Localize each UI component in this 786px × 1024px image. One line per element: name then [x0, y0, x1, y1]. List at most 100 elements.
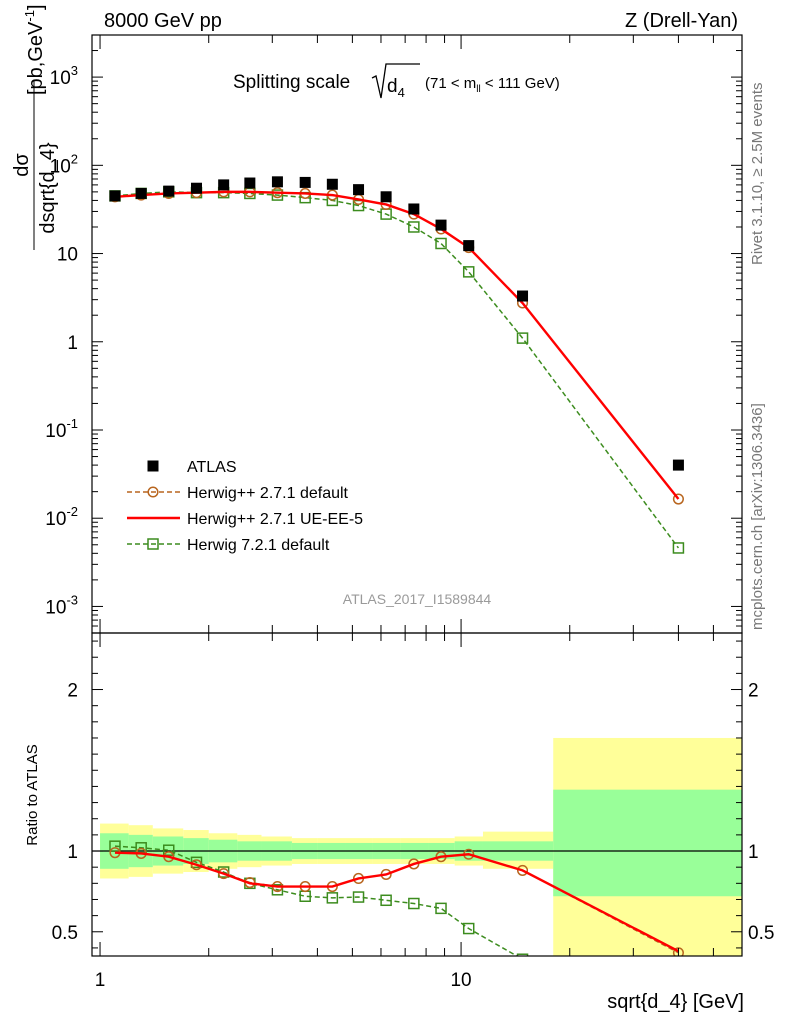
- ylabel-unit: [pb,GeV-1]: [22, 4, 47, 95]
- data-point: [244, 177, 256, 189]
- ratio-y-tick-label: 2: [748, 681, 759, 702]
- x-tick-label: 1: [95, 970, 106, 991]
- ratio-panel-series: [109, 840, 684, 956]
- data-point: [408, 203, 420, 215]
- series-line: [114, 190, 680, 500]
- chart-title-range-sub: ll: [476, 84, 480, 95]
- data-point: [163, 844, 175, 856]
- data-point: [326, 892, 339, 904]
- data-point: [218, 868, 230, 880]
- data-point: [147, 538, 159, 550]
- data-point: [463, 240, 475, 252]
- data-point: [135, 187, 147, 199]
- data-point: [672, 493, 684, 505]
- ratio-y-tick-label: 1: [748, 842, 759, 863]
- data-point: [147, 486, 159, 498]
- y-tick-label: 102: [50, 151, 78, 177]
- series-herwig721: [109, 840, 529, 956]
- data-point: [516, 864, 529, 876]
- data-point: [190, 859, 203, 871]
- ylabel-unit-end: ]: [25, 4, 47, 10]
- ylabel-denominator: dsqrt{d_4}: [37, 142, 59, 234]
- chart-title-range: (71 < mll < 111 GeV): [425, 75, 560, 95]
- ylabel-numerator: dσ: [11, 153, 33, 177]
- data-point: [271, 189, 284, 201]
- ylabel-unit-sup: -1: [22, 10, 37, 22]
- legend-item: Herwig++ 2.7.1 default: [127, 485, 349, 502]
- data-point: [352, 891, 365, 903]
- x-tick-label: 10: [450, 970, 471, 991]
- y-tick-label: 10: [57, 245, 78, 266]
- data-point: [408, 897, 420, 910]
- rivet-label: Rivet 3.1.10, ≥ 2.5M events: [749, 83, 766, 266]
- x-axis-label: sqrt{d_4} [GeV]: [607, 991, 744, 1013]
- data-point: [672, 459, 684, 471]
- data-point: [672, 947, 684, 956]
- legend-label: Herwig++ 2.7.1 UE-EE-5: [187, 511, 363, 528]
- data-point: [380, 894, 392, 907]
- y-tick-label: 1: [67, 333, 78, 354]
- data-point: [408, 858, 420, 870]
- series-atlas: [109, 176, 684, 471]
- legend-item: ATLAS: [147, 459, 237, 476]
- chart-title-symbol: d4: [387, 76, 405, 100]
- data-point: [163, 185, 175, 197]
- data-point: [218, 179, 230, 191]
- legend-item: Herwig++ 2.7.1 UE-EE-5: [127, 511, 363, 528]
- data-point: [672, 542, 685, 554]
- main-y-label: dσ dsqrt{d_4} [pb,GeV-1]: [11, 4, 59, 250]
- y-tick-label: 10-3: [45, 592, 78, 618]
- series-ueee5: [114, 190, 680, 500]
- y-tick-label: 103: [50, 63, 78, 89]
- legend-label: Herwig 7.2.1 default: [187, 537, 330, 554]
- data-point: [147, 460, 159, 472]
- chart-title-symbol-sub: 4: [398, 85, 405, 100]
- sqrt-symbol: [371, 63, 420, 99]
- legend: ATLAS Herwig++ 2.7.1 default Herwig++ 2.7.…: [127, 459, 363, 554]
- data-point: [299, 176, 311, 188]
- analysis-id-label: ATLAS_2017_I1589844: [343, 591, 492, 607]
- legend-label: ATLAS: [187, 459, 237, 476]
- series-default271: [109, 186, 684, 505]
- data-point: [462, 266, 475, 278]
- data-point: [408, 221, 420, 233]
- data-point: [109, 840, 121, 852]
- data-point: [516, 332, 529, 344]
- data-point: [353, 184, 365, 196]
- data-point: [517, 290, 529, 302]
- data-point: [462, 922, 475, 935]
- ratio-y-axis: 0.5 0.5 1 1 2 2: [52, 640, 774, 949]
- ratio-y-tick-label: 0.5: [748, 923, 774, 944]
- data-point: [326, 178, 338, 190]
- series-line: [114, 191, 680, 500]
- y-tick-label: 10-2: [45, 504, 78, 530]
- data-point: [109, 190, 121, 202]
- legend-label: Herwig++ 2.7.1 default: [187, 485, 349, 502]
- main-panel-series: [109, 176, 685, 554]
- data-point: [380, 191, 392, 203]
- chart-title-main: Splitting scale: [233, 72, 350, 93]
- header-right-label: Z (Drell-Yan): [625, 10, 738, 32]
- ratio-y-tick-label: 1: [67, 842, 78, 863]
- data-point: [516, 953, 529, 956]
- ratio-x-axis: 1 10: [95, 633, 743, 991]
- main-x-axis-ticks: [99, 35, 743, 633]
- header-left-label: 8000 GeV pp: [104, 10, 222, 32]
- data-point: [435, 902, 447, 915]
- ratio-panel-bands: [100, 737, 742, 956]
- mcplots-label: mcplots.cern.ch [arXiv:1306.3436]: [749, 403, 766, 630]
- data-point: [271, 176, 283, 188]
- chart-title-range-end: < 111 GeV): [481, 75, 560, 92]
- chart-title: Splitting scale: [233, 72, 350, 93]
- main-y-axis: 10-3 10-2 10-1 1 10 102 103: [45, 34, 742, 634]
- series-line: [114, 851, 679, 953]
- data-point: [271, 884, 284, 896]
- legend-item: Herwig 7.2.1 default: [127, 537, 330, 554]
- ratio-y-label: Ratio to ATLAS: [24, 744, 41, 845]
- data-point: [435, 219, 447, 231]
- y-tick-label: 10-1: [45, 416, 78, 442]
- data-point: [435, 237, 447, 250]
- data-point: [190, 182, 202, 194]
- series-line: [114, 845, 519, 956]
